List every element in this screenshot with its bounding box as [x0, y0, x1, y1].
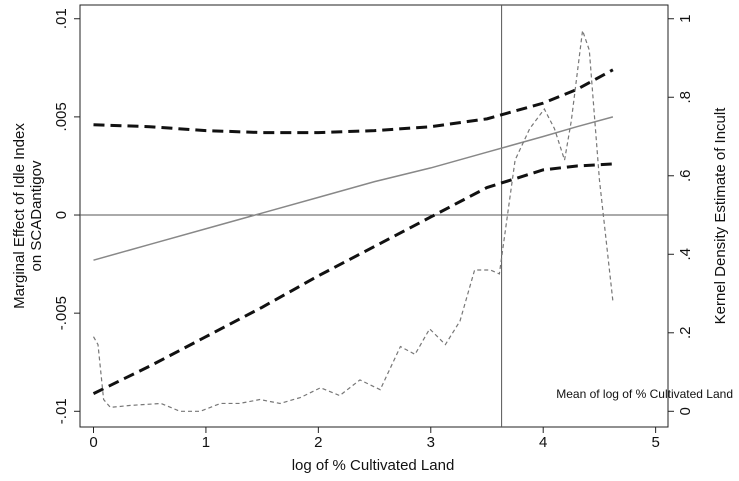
- x-tick-label: 5: [651, 434, 659, 451]
- x-tick-label: 1: [202, 434, 210, 451]
- data-line: [93, 116, 614, 261]
- y-axis-label: Marginal Effect of Idle Index: [11, 123, 28, 309]
- y2-tick-label: .4: [677, 248, 694, 261]
- x-tick-label: 4: [539, 434, 547, 451]
- x-tick-label: 3: [427, 434, 435, 451]
- y2-axis-label: Kernel Density Estimate of Incult: [712, 107, 729, 325]
- data-line: [93, 68, 614, 135]
- y-tick-label: .005: [53, 102, 70, 131]
- y2-tick-label: .6: [677, 170, 694, 183]
- y-tick-label: -.01: [53, 398, 70, 424]
- y-tick-label: -.005: [53, 296, 70, 330]
- y2-tick-label: .2: [677, 327, 694, 340]
- x-axis-label: log of % Cultivated Land: [292, 457, 455, 474]
- x-tick-label: 0: [89, 434, 97, 451]
- y-axis-label: on SCADantigov: [28, 160, 45, 271]
- data-line: [92, 162, 613, 395]
- y2-tick-label: 0: [677, 407, 694, 415]
- y2-tick-label: 1: [677, 15, 694, 23]
- data-line: [92, 30, 614, 412]
- plot-frame: [79, 4, 669, 428]
- x-tick-label: 2: [314, 434, 322, 451]
- y-tick-label: 0: [53, 211, 70, 219]
- y2-tick-label: .8: [677, 91, 694, 104]
- annotation: Mean of log of % Cultivated Land: [556, 387, 733, 401]
- y-tick-label: .01: [53, 8, 70, 29]
